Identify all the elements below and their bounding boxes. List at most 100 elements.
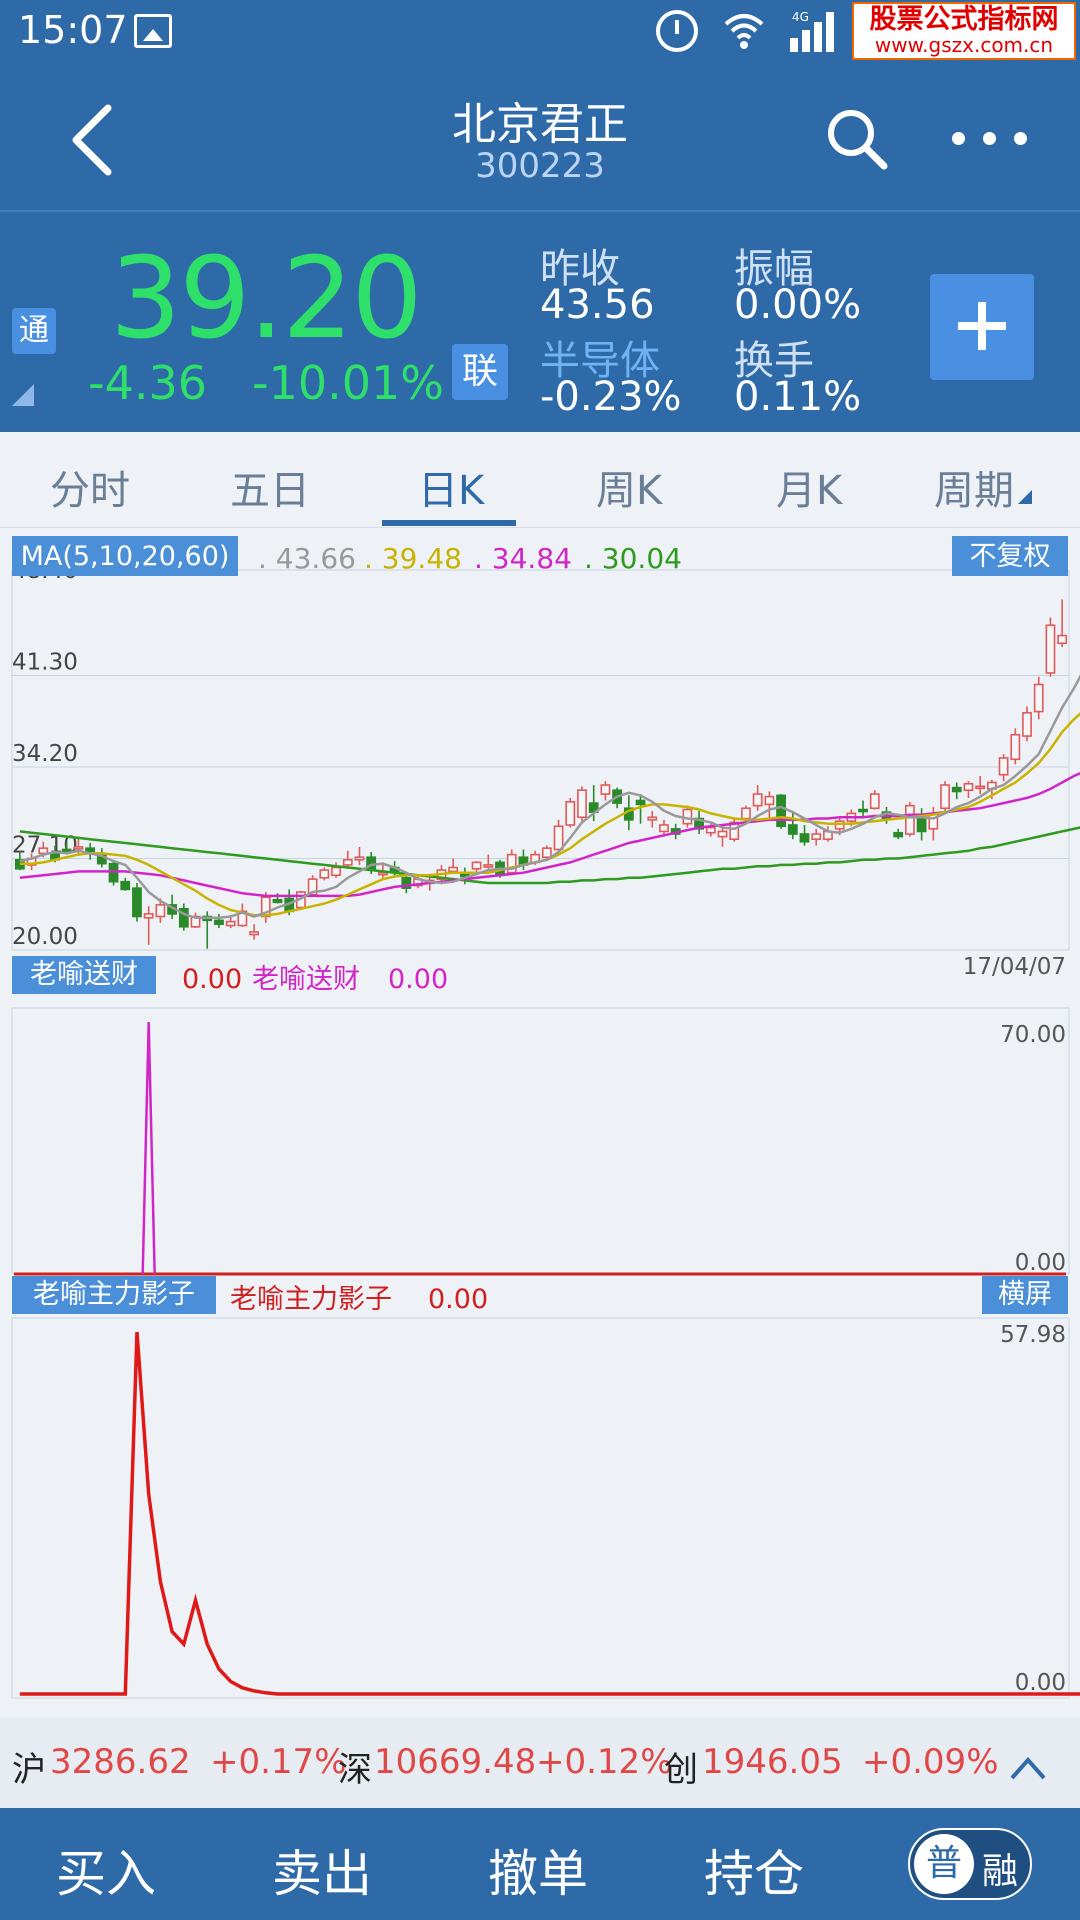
zhuli-y-min: 0.00 (1015, 1670, 1066, 1696)
songcai-value-2: 0.00 (388, 964, 448, 995)
candle-down (272, 898, 283, 904)
margin-toggle[interactable]: 普 融 (908, 1828, 1032, 1900)
candle-down (787, 824, 798, 835)
index-name-sh: 沪 (12, 1750, 46, 1790)
tab-five-day[interactable]: 五日 (230, 468, 310, 514)
toggle-margin-label: 融 (982, 1851, 1019, 1892)
ma-indicator-label[interactable]: MA(5,10,20,60) (12, 536, 238, 576)
tab-monthly-k[interactable]: 月K (776, 468, 843, 514)
index-change-sh: +0.17% (210, 1742, 347, 1782)
songcai-indicator-label-text: 老喻送财 (30, 959, 138, 990)
kline-y-tick: 41.30 (12, 650, 78, 676)
watermark-logo: 股票公式指标网 www.gszx.com.cn (852, 2, 1076, 60)
candle-down (178, 907, 189, 928)
landscape-button[interactable]: 横屏 (982, 1276, 1068, 1314)
ma-indicator-label-bg (12, 536, 238, 576)
price-change: -4.36 (88, 356, 208, 410)
tab-period[interactable]: 周期 (934, 458, 1032, 516)
ma60-line (19, 826, 1080, 885)
candle-up (1022, 712, 1032, 737)
candle-up (541, 847, 552, 859)
quote-panel: 通 39.20 -4.36 -10.01% 联 昨收 43.56 半导体 -0.… (0, 210, 1080, 432)
candle-up (647, 816, 658, 821)
sector-label[interactable]: 半导体 (540, 338, 660, 384)
candle-down (108, 862, 119, 883)
songcai-y-max: 70.00 (1000, 1022, 1066, 1048)
candle-up (741, 807, 751, 820)
adjustment-button-text: 不复权 (970, 541, 1051, 572)
period-tabs: 分时 五日 日K 周K 月K 周期 (0, 432, 1080, 528)
index-value-sz: 10669.48 (374, 1742, 537, 1782)
candle-up (553, 825, 564, 851)
candle-up (963, 782, 974, 791)
index-change-cy: +0.09% (862, 1742, 999, 1782)
candle-down (799, 833, 810, 843)
dropdown-triangle-icon (1018, 490, 1032, 504)
alarm-icon (656, 10, 698, 52)
songcai-y-min: 0.00 (1015, 1250, 1066, 1276)
candle-up (1057, 634, 1068, 645)
candle-up (354, 856, 365, 861)
market-index-bar[interactable]: 沪 3286.62 +0.17% 深 10669.48 +0.12% 创 194… (0, 1718, 1080, 1808)
songcai-spike (141, 1021, 156, 1275)
candle-up (319, 869, 330, 879)
zhuli-indicator-label[interactable]: 老喻主力影子 (12, 1276, 216, 1314)
positions-button[interactable]: 持仓 (704, 1845, 804, 1903)
songcai-indicator-label-bg (12, 956, 156, 994)
buy-button[interactable]: 买入 (56, 1845, 156, 1903)
candle-up (705, 826, 716, 834)
toggle-normal-label: 普 (914, 1834, 974, 1894)
sell-button[interactable]: 卖出 (272, 1845, 372, 1903)
prev-close-label: 昨收 (540, 246, 620, 292)
tab-daily-k[interactable]: 日K (418, 468, 485, 514)
tab-weekly-k[interactable]: 周K (596, 468, 663, 514)
cancel-order-button[interactable]: 撤单 (488, 1845, 588, 1903)
tong-badge[interactable]: 通 (12, 308, 56, 354)
more-menu-icon[interactable] (952, 132, 1028, 146)
candle-down (132, 887, 142, 918)
ma-value-ma60: . 30.04 (584, 542, 682, 575)
candle-up (73, 846, 84, 850)
candle-down (120, 880, 131, 891)
stock-code: 300223 (475, 146, 605, 186)
candle-up (577, 789, 587, 819)
candle-up (600, 784, 611, 795)
zhuli-legend-name: 老喻主力影子 (230, 1284, 392, 1315)
candle-up (1033, 683, 1044, 713)
add-watchlist-button[interactable] (930, 274, 1034, 380)
turnover-value: 0.11% (734, 374, 862, 420)
back-arrow-icon[interactable] (62, 100, 122, 180)
index-value-cy: 1946.05 (702, 1742, 843, 1782)
candle-up (811, 833, 822, 840)
zhuli-legend-value: 0.00 (428, 1284, 488, 1315)
search-icon[interactable] (824, 106, 890, 172)
songcai-indicator-label[interactable]: 老喻送财 (12, 956, 156, 994)
candle-up (659, 824, 669, 833)
expand-triangle-icon[interactable] (12, 384, 34, 406)
adjustment-button[interactable]: 不复权 (952, 536, 1068, 576)
ma-value-ma5: . 43.66 (258, 542, 356, 575)
trade-action-bar: 买入 卖出 撤单 持仓 普 融 (0, 1808, 1080, 1920)
candle-down (893, 831, 904, 838)
candle-up (143, 913, 154, 919)
zhuli-y-max: 57.98 (1000, 1322, 1066, 1348)
candle-up (1010, 733, 1021, 761)
candle-up (717, 830, 728, 838)
signal-icon: 4G (790, 10, 834, 52)
candle-down (951, 786, 962, 793)
candle-up (975, 785, 986, 790)
adjustment-button-bg (952, 536, 1068, 576)
tab-intraday[interactable]: 分时 (50, 468, 130, 514)
candle-up (448, 866, 459, 873)
candle-up (471, 861, 482, 870)
candle-up (764, 795, 775, 806)
amplitude-label: 振幅 (734, 246, 814, 292)
landscape-button-bg (982, 1276, 1068, 1314)
tab-period-label: 周期 (934, 468, 1014, 514)
candle-up (331, 866, 341, 877)
kline-chart-area[interactable]: 48.4041.3034.2027.1020.00MA(5,10,20,60).… (0, 528, 1080, 1718)
chevron-up-icon[interactable] (1010, 1750, 1046, 1786)
candle-up (565, 800, 576, 826)
candle-down (214, 919, 224, 926)
lian-badge[interactable]: 联 (452, 344, 508, 400)
